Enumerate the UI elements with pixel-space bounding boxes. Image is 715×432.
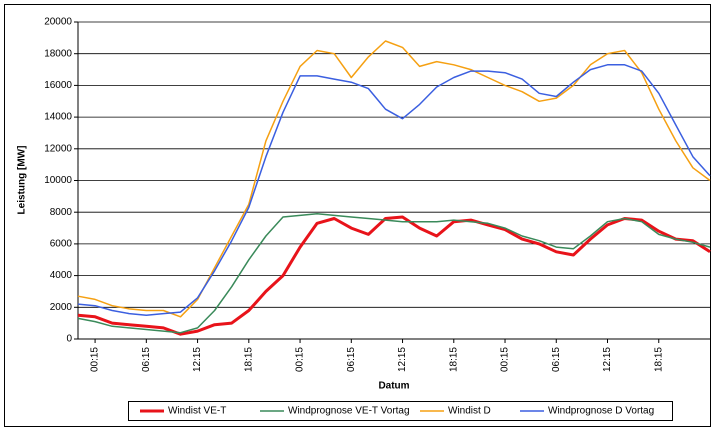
y-tick-label: 2000 xyxy=(50,302,73,313)
legend-label: Windprognose VE-T Vortag xyxy=(288,406,410,417)
series-line xyxy=(77,40,711,318)
x-tick-label: 00:15 xyxy=(295,347,306,372)
legend-label: Windist VE-T xyxy=(168,406,226,417)
x-tick-label: 18:15 xyxy=(243,347,254,372)
y-tick-label: 0 xyxy=(66,334,72,345)
x-tick-label: 06:15 xyxy=(551,347,562,372)
x-axis-label: Datum xyxy=(378,381,409,392)
y-axis-label: Leistung [MW] xyxy=(17,146,28,215)
series-line xyxy=(77,215,711,336)
y-tick-label: 8000 xyxy=(50,207,73,218)
y-tick-label: 14000 xyxy=(44,112,72,123)
y-tick-label: 12000 xyxy=(44,143,72,154)
legend-label: Windprognose D Vortag xyxy=(548,406,654,417)
x-tick-label: 00:15 xyxy=(90,347,101,372)
chart-border xyxy=(4,4,711,427)
x-tick-label: 00:15 xyxy=(500,347,511,372)
y-tick-label: 20000 xyxy=(44,17,72,28)
x-tick-label: 06:15 xyxy=(141,347,152,372)
series-line xyxy=(77,213,711,334)
y-tick-label: 16000 xyxy=(44,80,72,91)
x-tick-label: 18:15 xyxy=(653,347,664,372)
x-tick-label: 12:15 xyxy=(602,347,613,372)
y-tick-label: 6000 xyxy=(50,239,73,250)
legend-box xyxy=(128,401,673,421)
legend-label: Windist D xyxy=(448,406,491,417)
x-tick-label: 18:15 xyxy=(448,347,459,372)
x-tick-label: 12:15 xyxy=(192,347,203,372)
y-tick-label: 18000 xyxy=(44,48,72,59)
x-tick-label: 06:15 xyxy=(346,347,357,372)
y-tick-label: 10000 xyxy=(44,175,72,186)
x-tick-label: 12:15 xyxy=(397,347,408,372)
series-line xyxy=(77,64,711,316)
y-tick-label: 4000 xyxy=(50,270,73,281)
